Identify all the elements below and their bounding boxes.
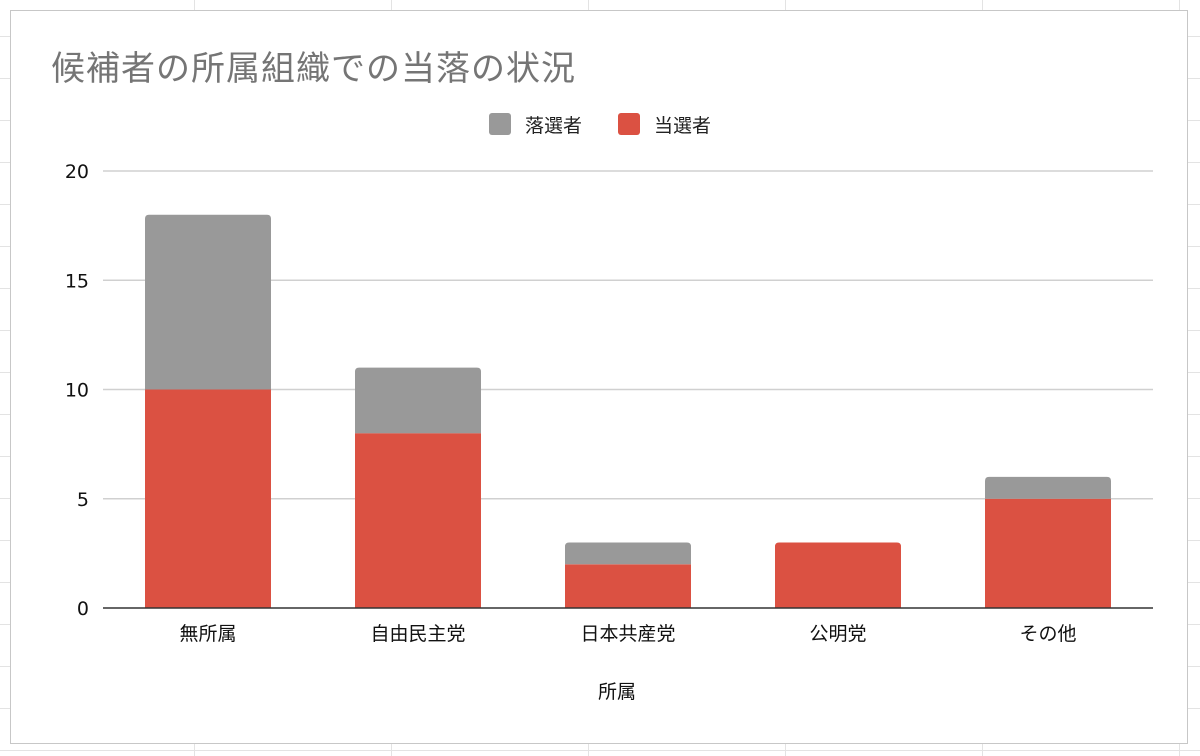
legend-label-lost: 落選者 [524, 114, 582, 137]
bar-segment[interactable] [145, 389, 271, 609]
y-axis-labels: 0 5 10 15 20 [65, 161, 89, 620]
x-category-label: その他 [1019, 623, 1076, 645]
bar-segment[interactable] [145, 214, 271, 390]
chart-title: 候補者の所属組織での当落の状況 [51, 49, 576, 89]
x-category-label: 公明党 [809, 623, 866, 645]
bar-segment[interactable] [355, 433, 481, 608]
y-tick-label: 0 [77, 598, 89, 620]
bar-segment[interactable] [985, 476, 1111, 499]
x-axis-labels: 無所属 自由民主党 日本共産党 公明党 その他 [179, 623, 1076, 645]
bar-segment[interactable] [565, 564, 691, 608]
chart-legend: 落選者 当選者 [11, 109, 1189, 139]
legend-swatch-won [618, 113, 640, 135]
legend-label-won: 当選者 [654, 114, 712, 137]
legend-item-won[interactable]: 当選者 [618, 111, 711, 138]
x-axis-title: 所属 [598, 681, 636, 703]
bar-segment[interactable] [985, 498, 1111, 608]
legend-swatch-lost [488, 113, 511, 135]
bar-segment[interactable] [775, 542, 901, 608]
y-tick-label: 10 [65, 380, 89, 402]
x-category-label: 自由民主党 [370, 623, 465, 645]
bars [145, 214, 1111, 609]
gridlines [103, 170, 1153, 500]
y-tick-label: 5 [77, 489, 89, 511]
chart-container[interactable]: 候補者の所属組織での当落の状況 落選者 当選者 0 5 10 15 20 無所属 自由民主… [10, 10, 1188, 744]
x-category-label: 日本共産党 [580, 623, 675, 645]
y-tick-label: 20 [65, 161, 89, 183]
plot-area: 0 5 10 15 20 無所属 自由民主党 日本共産党 公明党 その他 所属 [65, 161, 1153, 703]
x-category-label: 無所属 [179, 623, 236, 645]
legend-item-lost[interactable]: 落選者 [488, 111, 582, 138]
y-tick-label: 15 [65, 270, 89, 292]
bar-segment[interactable] [565, 542, 691, 565]
bar-segment[interactable] [355, 367, 481, 434]
